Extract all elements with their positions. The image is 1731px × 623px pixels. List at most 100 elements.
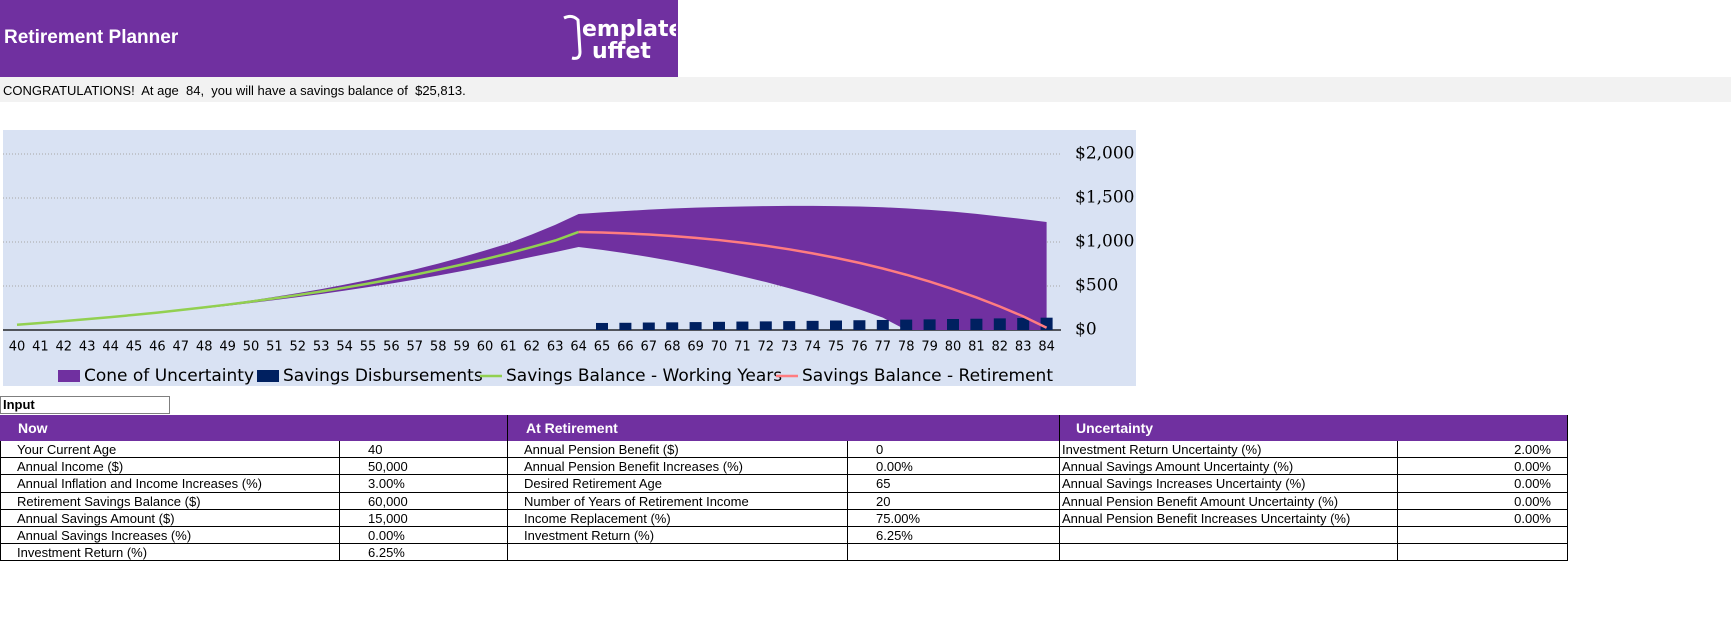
line: [16, 230, 580, 326]
table-cell: [1398, 544, 1568, 562]
table-cell: Investment Return (%): [508, 527, 848, 545]
table-cell: 15,000: [340, 509, 508, 527]
x-tick-label: 60: [477, 340, 494, 355]
table-cell: [1060, 527, 1398, 545]
x-tick-label: 82: [992, 340, 1009, 355]
bar: [853, 320, 866, 330]
table-cell: Annual Pension Benefit Increases Uncerta…: [1060, 509, 1398, 527]
line: [578, 230, 1048, 329]
page-title: Retirement Planner: [4, 27, 179, 48]
x-tick-label: 41: [32, 340, 49, 355]
x-tick-label: 77: [875, 340, 892, 355]
bar: [713, 321, 725, 330]
table-cell: Desired Retirement Age: [508, 475, 848, 493]
logo-text: uffet: [592, 39, 651, 64]
table-cell: 2.00%: [1398, 441, 1568, 459]
x-tick-label: 61: [500, 340, 517, 355]
bar: [619, 322, 632, 330]
legend-swatch: [257, 370, 279, 382]
x-tick-label: 58: [430, 340, 447, 355]
bar: [759, 321, 772, 330]
table-cell: Retirement Savings Balance ($): [0, 492, 340, 510]
x-tick-label: 80: [945, 340, 962, 355]
table-cell: Annual Savings Amount ($): [0, 509, 340, 527]
table-header: At Retirement: [508, 415, 1060, 441]
legend-swatch: [58, 370, 80, 382]
table-cell: Number of Years of Retirement Income: [508, 492, 848, 510]
bar: [970, 318, 983, 330]
table-cell: Annual Income ($): [0, 458, 340, 476]
x-tick-label: 65: [594, 340, 611, 355]
x-tick-label: 49: [219, 340, 236, 355]
legend-label: Savings Balance - Retirement: [802, 366, 1053, 386]
x-tick-label: 42: [56, 340, 73, 355]
bar: [993, 318, 1006, 330]
bar: [830, 320, 842, 330]
x-tick-label: 55: [360, 340, 377, 355]
x-tick-label: 63: [547, 340, 564, 355]
x-tick-label: 76: [851, 340, 868, 355]
table-cell: 3.00%: [340, 475, 508, 493]
x-tick-label: 68: [664, 340, 681, 355]
legend-label: Savings Balance - Working Years: [506, 366, 782, 386]
table-cell: [848, 544, 1060, 562]
table-cell: 0: [848, 441, 1060, 459]
message: CONGRATULATIONS! At age 84, you will hav…: [3, 83, 466, 98]
table-cell: Investment Return Uncertainty (%): [1060, 441, 1398, 459]
bar: [876, 319, 889, 330]
table-cell: Annual Savings Amount Uncertainty (%): [1060, 458, 1398, 476]
x-tick-label: 57: [407, 340, 424, 355]
x-tick-label: 45: [126, 340, 143, 355]
y-tick-label: $2,000: [1075, 144, 1134, 164]
bar: [736, 321, 749, 330]
table-cell: [1398, 527, 1568, 545]
bar: [1017, 318, 1030, 330]
table-cell: 40: [340, 441, 508, 459]
message-bar: [0, 77, 1731, 102]
x-tick-label: 70: [711, 340, 728, 355]
table-cell: Annual Savings Increases Uncertainty (%): [1060, 475, 1398, 493]
x-tick-label: 84: [1038, 340, 1055, 355]
x-tick-label: 43: [79, 340, 96, 355]
table-cell: [1060, 544, 1398, 562]
x-tick-label: 83: [1015, 340, 1032, 355]
bar: [923, 319, 936, 330]
logo: emplate uffet: [563, 14, 676, 64]
table-cell: 6.25%: [340, 544, 508, 562]
x-tick-label: 47: [173, 340, 190, 355]
x-tick-label: 51: [266, 340, 283, 355]
x-tick-label: 75: [828, 340, 845, 355]
input-label: Input: [0, 396, 170, 414]
header-bar: [0, 0, 678, 77]
bar: [900, 319, 913, 330]
table-cell: 60,000: [340, 492, 508, 510]
x-tick-label: 78: [898, 340, 915, 355]
x-tick-label: 62: [524, 340, 541, 355]
table-cell: 20: [848, 492, 1060, 510]
x-tick-label: 67: [641, 340, 658, 355]
y-tick-label: $500: [1075, 276, 1118, 296]
x-tick-label: 50: [243, 340, 260, 355]
x-tick-label: 74: [804, 340, 821, 355]
table-cell: Investment Return (%): [0, 544, 340, 562]
x-tick-label: 56: [383, 340, 400, 355]
table-cell: 0.00%: [848, 458, 1060, 476]
y-tick-label: $1,000: [1075, 232, 1134, 252]
table-cell: 0.00%: [1398, 475, 1568, 493]
table-cell: 6.25%: [848, 527, 1060, 545]
table-cell: 50,000: [340, 458, 508, 476]
bar: [1040, 317, 1053, 330]
legend-label: Savings Disbursements: [283, 366, 483, 386]
x-tick-label: 66: [617, 340, 634, 355]
y-tick-label: $1,500: [1075, 188, 1134, 208]
logo-text: emplate: [582, 17, 676, 42]
table-cell: Annual Savings Increases (%): [0, 527, 340, 545]
x-tick-label: 48: [196, 340, 213, 355]
y-tick-label: $0: [1075, 320, 1097, 340]
logo-mark: [563, 14, 582, 60]
table-header: Now: [0, 415, 508, 441]
table-cell: 0.00%: [1398, 492, 1568, 510]
table-cell: 65: [848, 475, 1060, 493]
table-cell: Annual Pension Benefit Amount Uncertaint…: [1060, 492, 1398, 510]
